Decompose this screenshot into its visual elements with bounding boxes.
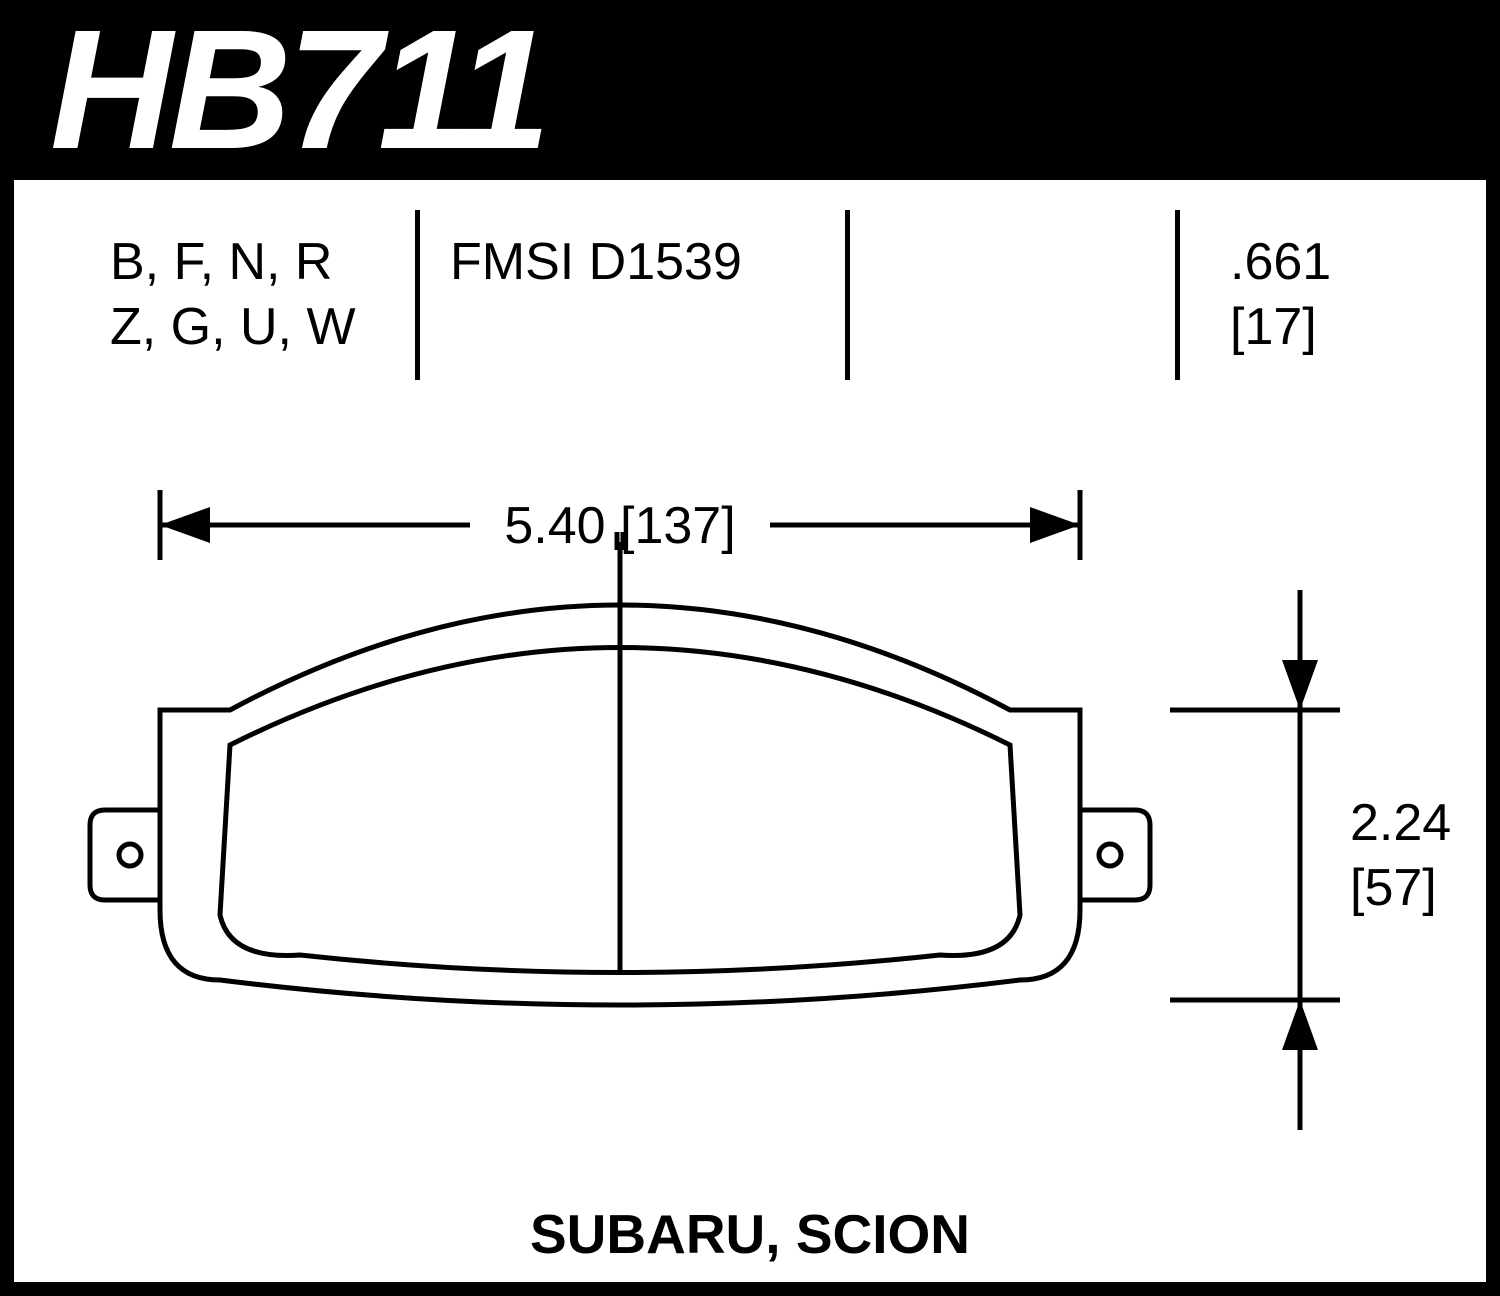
compound-codes-cell: B, F, N, R Z, G, U, W [80,210,420,380]
fmsi-cell: FMSI D1539 [420,210,850,380]
info-row: B, F, N, R Z, G, U, W FMSI D1539 .661 [1… [80,210,1460,380]
empty-cell [850,210,1180,380]
svg-text:[57]: [57] [1350,859,1437,917]
thickness-mm: [17] [1230,298,1317,356]
codes-line-1: B, F, N, R [110,230,385,295]
diagram-area: 5.40 [137]2.24[57] [0,430,1500,1196]
svg-text:2.24: 2.24 [1350,794,1451,852]
brake-pad-diagram: 5.40 [137]2.24[57] [0,430,1500,1190]
fmsi-value: FMSI D1539 [450,230,815,295]
thickness-in: .661 [1230,233,1331,291]
thickness-cell: .661 [17] [1180,210,1460,380]
codes-line-2: Z, G, U, W [110,295,385,360]
vehicle-footer: SUBARU, SCION [0,1202,1500,1266]
